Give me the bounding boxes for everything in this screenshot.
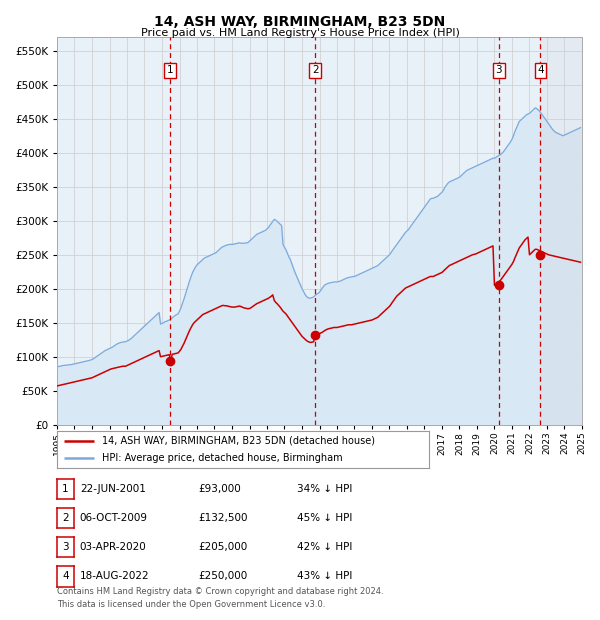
Text: 14, ASH WAY, BIRMINGHAM, B23 5DN (detached house): 14, ASH WAY, BIRMINGHAM, B23 5DN (detach… [101, 436, 374, 446]
Text: £132,500: £132,500 [198, 513, 247, 523]
Text: 1: 1 [167, 65, 173, 75]
Text: 4: 4 [62, 571, 69, 582]
Text: Price paid vs. HM Land Registry's House Price Index (HPI): Price paid vs. HM Land Registry's House … [140, 28, 460, 38]
Text: 2: 2 [62, 513, 69, 523]
Text: £250,000: £250,000 [198, 571, 247, 581]
Text: 43% ↓ HPI: 43% ↓ HPI [297, 571, 352, 581]
Text: 1: 1 [62, 484, 69, 494]
Text: 06-OCT-2009: 06-OCT-2009 [80, 513, 148, 523]
Text: This data is licensed under the Open Government Licence v3.0.: This data is licensed under the Open Gov… [57, 600, 325, 609]
Text: 3: 3 [496, 65, 502, 75]
Text: £205,000: £205,000 [198, 542, 247, 552]
Text: 3: 3 [62, 542, 69, 552]
Text: £93,000: £93,000 [198, 484, 241, 494]
Text: HPI: Average price, detached house, Birmingham: HPI: Average price, detached house, Birm… [101, 453, 342, 463]
Bar [541, 37, 582, 425]
Text: 22-JUN-2001: 22-JUN-2001 [80, 484, 146, 494]
Text: 14, ASH WAY, BIRMINGHAM, B23 5DN: 14, ASH WAY, BIRMINGHAM, B23 5DN [154, 16, 446, 30]
Text: 4: 4 [537, 65, 544, 75]
Text: 45% ↓ HPI: 45% ↓ HPI [297, 513, 352, 523]
Text: Contains HM Land Registry data © Crown copyright and database right 2024.: Contains HM Land Registry data © Crown c… [57, 587, 383, 596]
Text: 03-APR-2020: 03-APR-2020 [80, 542, 146, 552]
Text: 34% ↓ HPI: 34% ↓ HPI [297, 484, 352, 494]
Text: 42% ↓ HPI: 42% ↓ HPI [297, 542, 352, 552]
Text: 2: 2 [312, 65, 319, 75]
Text: 18-AUG-2022: 18-AUG-2022 [80, 571, 149, 581]
